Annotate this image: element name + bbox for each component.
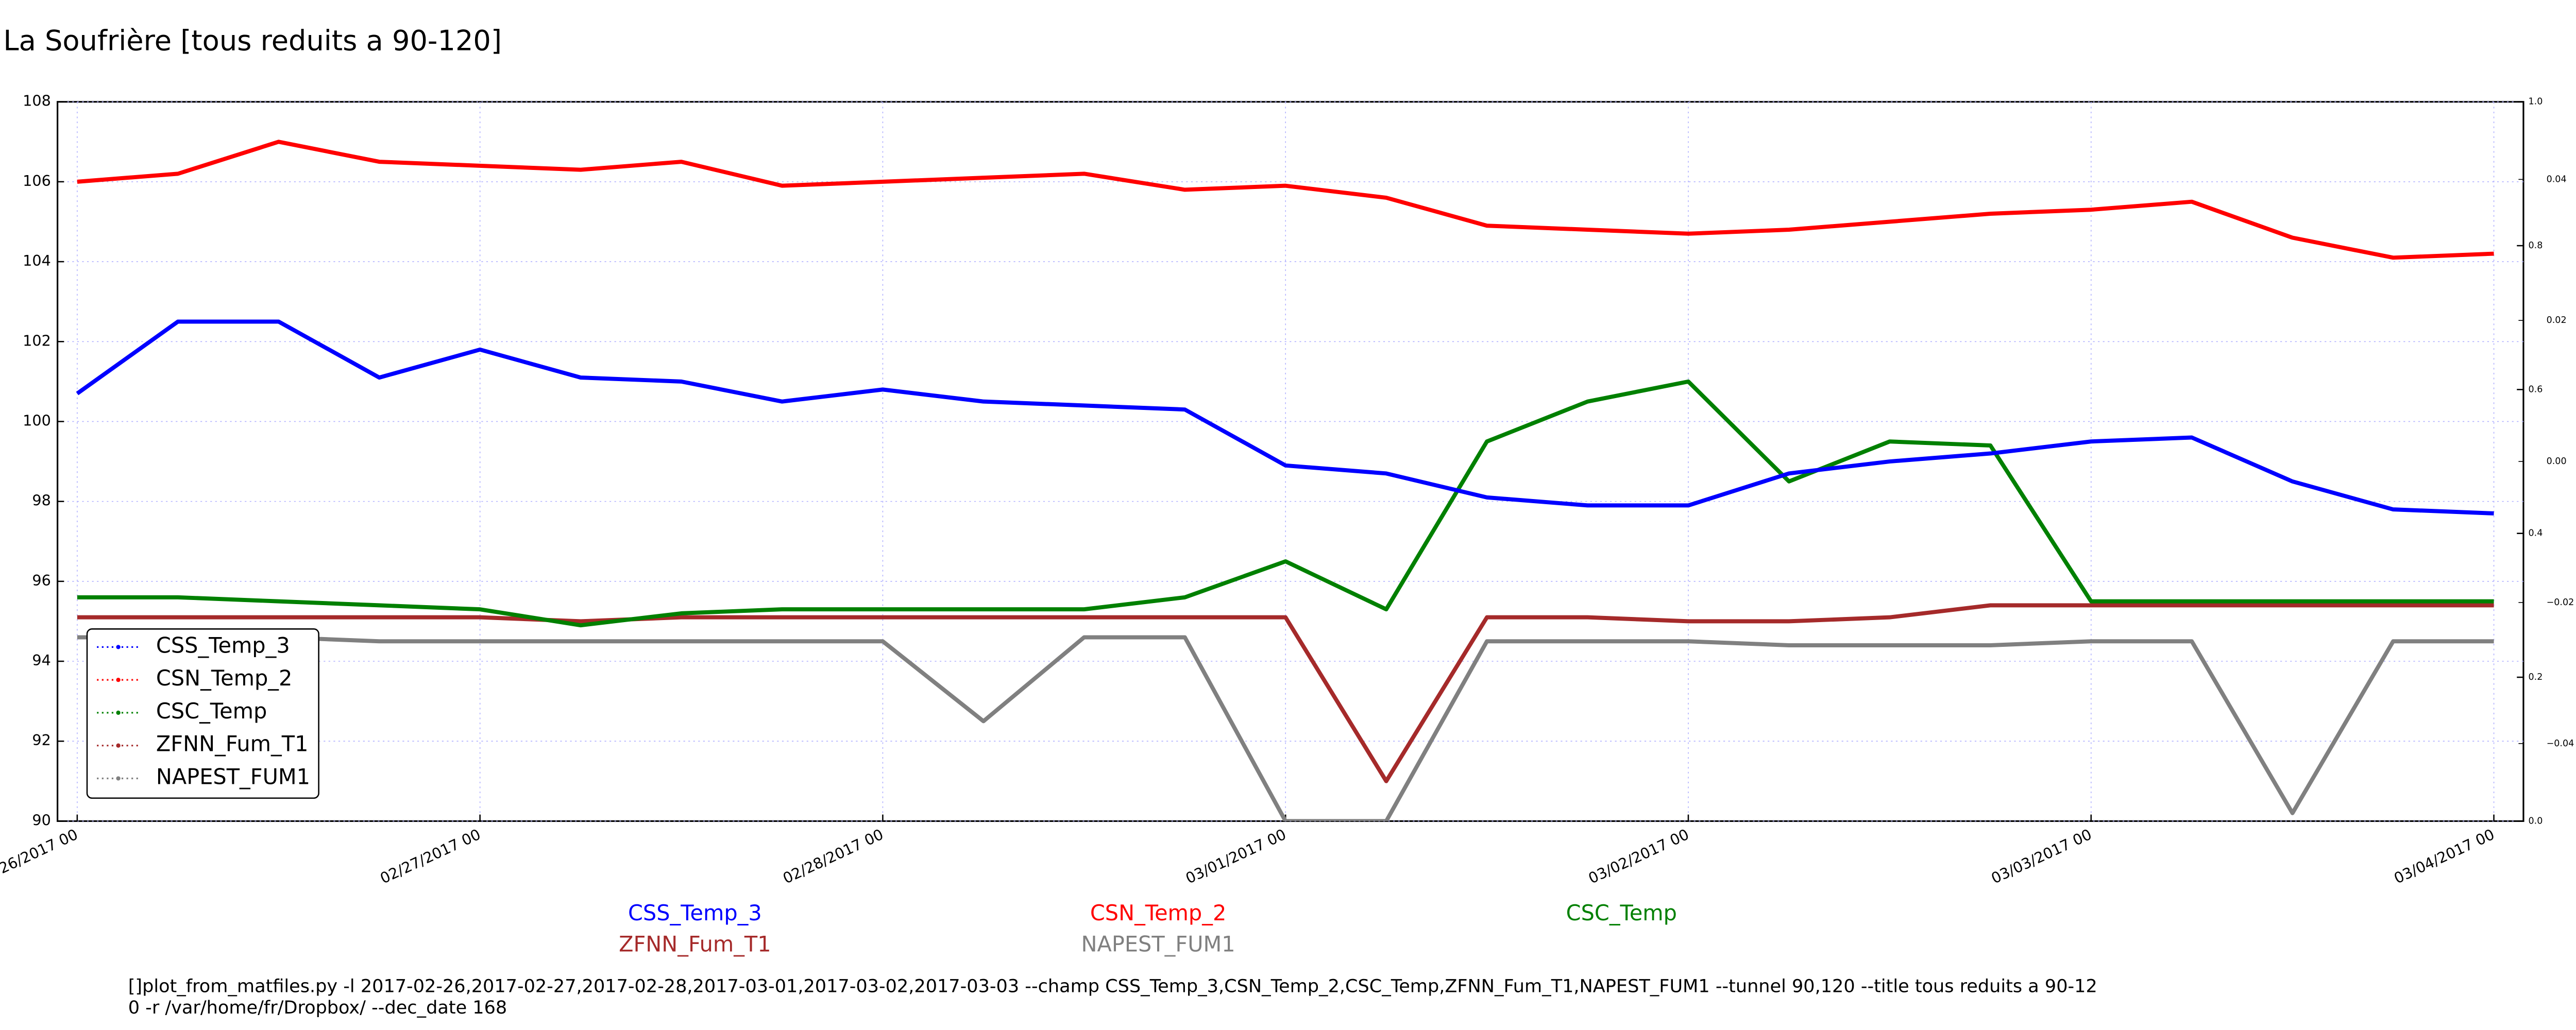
y3-tick-label: 0.02	[2547, 315, 2567, 325]
x-tick-label: 03/03/2017 00	[1989, 826, 2095, 887]
y-tick-label: 106	[23, 172, 51, 190]
legend-box	[86, 628, 319, 799]
legend-label: CSN_Temp_2	[156, 666, 292, 691]
series-caption: ZFNN_Fum_T1	[619, 932, 771, 957]
series-line	[77, 140, 2494, 260]
y-tick-label: 90	[32, 811, 51, 829]
legend-label: CSC_Temp	[156, 699, 267, 724]
legend-marker	[116, 645, 121, 649]
x-tick-label: 02/26/2017 00	[0, 826, 80, 887]
y3-tick-label: −0.02	[2547, 597, 2574, 608]
series-caption: CSS_Temp_3	[628, 901, 762, 925]
command-line: []plot_from_matfiles.py -l 2017-02-26,20…	[128, 975, 2097, 997]
series-line	[77, 603, 2494, 783]
x-tick-label: 03/01/2017 00	[1183, 826, 1289, 887]
y-tick-label: 92	[32, 731, 51, 749]
y2-tick-label: 1.0	[2529, 97, 2543, 107]
x-tick-label: 02/28/2017 00	[780, 826, 886, 887]
legend-marker	[116, 710, 121, 715]
y3-tick-label: −0.04	[2547, 739, 2574, 749]
series-line	[77, 635, 2494, 821]
y-tick-label: 98	[32, 492, 51, 509]
y3-tick-label: 0.04	[2547, 174, 2567, 184]
y-tick-label: 96	[32, 572, 51, 589]
y2-tick-label: 0.4	[2529, 528, 2543, 539]
chart-title: La Soufrière [tous reduits a 90-120]	[3, 25, 502, 57]
y-tick-label: 94	[32, 651, 51, 669]
series-caption: NAPEST_FUM1	[1081, 932, 1235, 957]
y2-tick-label: 0.6	[2529, 384, 2543, 394]
y2-tick-label: 0.0	[2529, 816, 2543, 826]
x-tick-label: 03/02/2017 00	[1586, 826, 1692, 887]
y2-tick-label: 0.8	[2529, 241, 2543, 251]
y-tick-label: 100	[23, 411, 51, 429]
plot-frame	[57, 101, 2524, 822]
command-line: 0 -r /var/home/fr/Dropbox/ --dec_date 16…	[128, 997, 507, 1018]
series-caption: CSC_Temp	[1566, 901, 1677, 925]
legend-marker	[116, 776, 121, 781]
y3-tick-label: 0.00	[2547, 456, 2567, 467]
y2-tick-label: 0.2	[2529, 672, 2543, 682]
legend-label: NAPEST_FUM1	[156, 764, 310, 789]
y-tick-label: 104	[23, 252, 51, 269]
legend-label: ZFNN_Fum_T1	[156, 732, 309, 757]
legend-marker	[116, 743, 121, 748]
series-caption: CSN_Temp_2	[1090, 901, 1226, 925]
x-tick-label: 02/27/2017 00	[377, 826, 483, 887]
y-tick-label: 102	[23, 332, 51, 349]
series-line	[76, 319, 2494, 516]
y-tick-label: 108	[23, 92, 51, 110]
x-tick-label: 03/04/2017 00	[2391, 826, 2497, 887]
legend-marker	[116, 678, 121, 682]
series-line	[77, 379, 2494, 628]
legend-label: CSS_Temp_3	[156, 633, 290, 658]
